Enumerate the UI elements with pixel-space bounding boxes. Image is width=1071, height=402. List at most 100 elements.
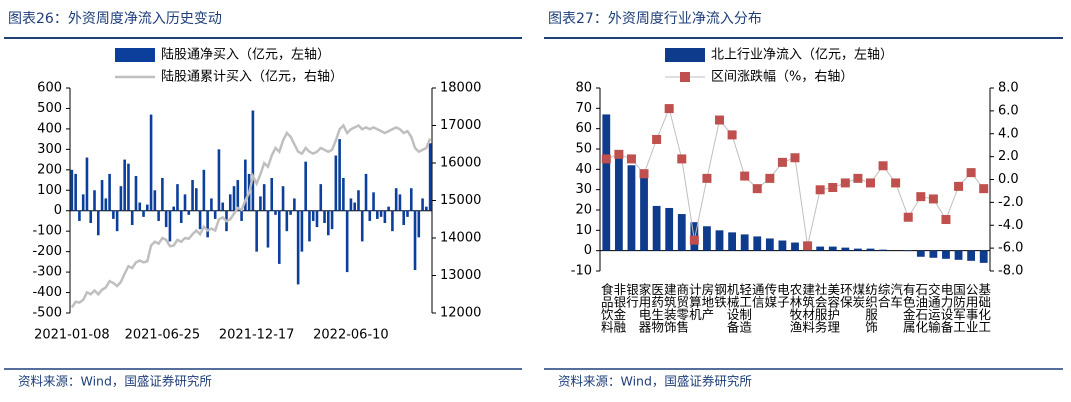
point <box>828 183 838 193</box>
y-tick-label: -500 <box>32 306 62 321</box>
x-tick-label: 2022-06-10 <box>313 328 389 343</box>
bar <box>703 226 711 251</box>
x-tick-label: 电力设备 <box>938 283 953 334</box>
y-tick-label: 30 <box>575 182 592 197</box>
point <box>777 157 787 167</box>
point <box>916 192 926 202</box>
bar <box>319 184 323 211</box>
bar <box>349 198 353 211</box>
bar <box>791 242 799 251</box>
y-tick-label: 300 <box>37 142 62 157</box>
x-tick-label: 2021-01-08 <box>34 328 110 343</box>
bar <box>425 206 428 211</box>
bar <box>112 210 115 219</box>
y2-tick-label: 12000 <box>440 306 481 321</box>
bar <box>665 207 674 251</box>
bar <box>387 206 390 211</box>
bar <box>417 210 421 238</box>
bar <box>274 210 277 215</box>
bar <box>115 210 119 232</box>
bar <box>183 194 187 211</box>
bar <box>198 210 202 230</box>
bar <box>89 210 93 223</box>
bar <box>954 250 963 260</box>
bar <box>179 210 183 223</box>
point <box>865 178 875 188</box>
bar <box>967 250 976 261</box>
point <box>954 181 964 191</box>
bar <box>879 249 887 251</box>
bar <box>146 204 149 211</box>
y-tick-label: -200 <box>32 244 62 259</box>
bar <box>240 210 243 221</box>
bar <box>138 202 142 211</box>
x-tick-label: 综合 <box>876 283 891 308</box>
x-tick-label: 非银金融 <box>611 283 626 334</box>
x-tick-label: 机械设备 <box>725 283 740 334</box>
bar <box>304 161 307 211</box>
bar <box>172 206 175 211</box>
bar <box>161 178 164 211</box>
bar <box>916 250 925 257</box>
bar <box>409 188 413 211</box>
bar <box>78 210 81 221</box>
x-tick-label: 国防军工 <box>951 283 966 333</box>
x-tick-label: 家用电器 <box>637 282 652 334</box>
point <box>727 130 737 140</box>
x-tick-label: 银行 <box>624 283 639 309</box>
bar <box>142 210 145 217</box>
bar <box>251 110 255 211</box>
bar <box>929 250 938 258</box>
x-tick-label: 社会服务 <box>813 282 828 333</box>
y2-tick-label: -6.0 <box>998 241 1023 256</box>
point <box>664 104 674 114</box>
x-tick-label: 传媒 <box>762 282 777 308</box>
bar <box>195 188 198 211</box>
y2-tick-label: 16000 <box>440 156 481 171</box>
x-tick-label: 2021-12-17 <box>219 328 295 343</box>
point <box>614 149 624 159</box>
bar <box>979 250 988 263</box>
bar <box>217 149 221 211</box>
bar <box>277 210 281 264</box>
y-tick-label: -10 <box>571 264 592 279</box>
bar <box>315 210 319 228</box>
legend-label: 陆股通净买入（亿元，左轴） <box>161 47 330 63</box>
bar <box>270 178 274 211</box>
bar <box>206 210 209 238</box>
x-tick-label: 轻工制造 <box>737 283 752 333</box>
y2-tick-label: 15000 <box>440 193 481 208</box>
bar <box>70 169 74 211</box>
bar <box>406 210 409 217</box>
bar <box>191 180 194 211</box>
bar <box>210 198 213 211</box>
point <box>928 194 938 204</box>
bar <box>85 157 89 211</box>
bar <box>81 194 85 211</box>
bar <box>168 210 172 242</box>
legend-swatch <box>115 48 155 62</box>
bar <box>93 190 96 211</box>
point <box>715 115 725 125</box>
y2-tick-label: -8.0 <box>998 264 1023 279</box>
point <box>853 173 863 183</box>
bar <box>627 165 636 251</box>
bar <box>353 202 356 211</box>
series-line <box>606 106 985 246</box>
bar <box>372 192 375 211</box>
bar <box>330 210 334 230</box>
point <box>601 154 611 164</box>
bar <box>360 210 364 242</box>
bar <box>119 186 123 211</box>
point <box>639 169 649 179</box>
bar <box>213 210 217 219</box>
x-tick-label: 医药生物 <box>649 283 664 334</box>
bar <box>266 210 270 248</box>
point <box>626 154 636 164</box>
point <box>903 212 913 222</box>
bar <box>153 190 157 211</box>
bar <box>428 143 432 211</box>
bar <box>345 210 349 273</box>
bar <box>262 184 266 211</box>
